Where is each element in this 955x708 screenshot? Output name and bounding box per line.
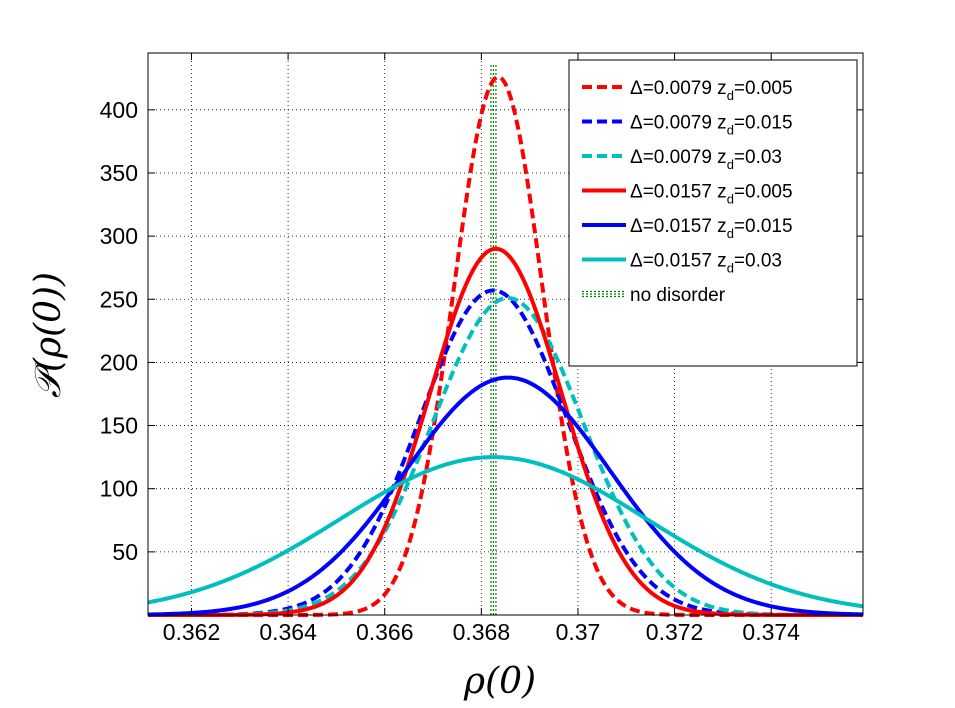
ticks: 0.362 0.364 0.366 0.368 0.37 0.372 0.374 50 100 1…	[100, 53, 863, 645]
legend-label-main: Δ=0.0079 z	[630, 78, 727, 99]
series-line	[147, 288, 864, 617]
y-tick-label: 150	[100, 413, 138, 439]
legend-label: Δ=0.0079 zd=0.005	[630, 78, 793, 103]
legend-label-subscript: d	[727, 261, 734, 276]
legend-box	[568, 59, 858, 367]
legend-label: no disorder	[630, 285, 726, 306]
legend-label-main: Δ=0.0157 z	[630, 216, 727, 237]
legend-label-subscript: d	[727, 157, 734, 172]
y-tick-label: 300	[100, 223, 138, 249]
legend-label-tail: =0.03	[734, 251, 782, 272]
x-tick-label: 0.362	[163, 619, 221, 645]
legend-label-subscript: d	[727, 123, 734, 138]
x-tick-label: 0.372	[646, 619, 704, 645]
legend-label: Δ=0.0079 zd=0.015	[630, 113, 793, 138]
y-tick-label: 200	[100, 349, 138, 375]
legend-label-main: Δ=0.0079 z	[630, 147, 727, 168]
legend-label-main: Δ=0.0079 z	[630, 113, 727, 134]
legend-label-tail: =0.03	[734, 147, 782, 168]
y-tick-label: 50	[112, 539, 138, 565]
x-tick-label: 0.364	[259, 619, 317, 645]
legend-label-subscript: d	[727, 226, 734, 241]
y-tick-label: 400	[100, 97, 138, 123]
x-tick-label: 0.366	[356, 619, 414, 645]
legend-label: Δ=0.0079 zd=0.03	[630, 147, 782, 172]
series-line	[147, 375, 864, 617]
x-tick-label: 0.368	[453, 619, 511, 645]
legend-label-tail: =0.015	[734, 113, 793, 134]
legend-label-tail: =0.005	[734, 182, 793, 203]
x-tick-label: 0.374	[742, 619, 800, 645]
legend-label-tail: =0.005	[734, 78, 793, 99]
legend-label: Δ=0.0157 zd=0.005	[630, 182, 793, 207]
y-axis-title: 𝒫(ρ(0))	[28, 272, 69, 398]
legend-label-subscript: d	[727, 88, 734, 103]
y-tick-label: 100	[100, 476, 138, 502]
legend-label-tail: =0.015	[734, 216, 793, 237]
y-tick-label: 350	[100, 160, 138, 186]
legend-label-main: Δ=0.0157 z	[630, 251, 727, 272]
legend-label-main: Δ=0.0157 z	[630, 182, 727, 203]
x-tick-label: 0.37	[556, 619, 601, 645]
x-axis-title: ρ(0)	[463, 661, 536, 702]
legend-label-subscript: d	[727, 192, 734, 207]
series-line	[147, 455, 864, 609]
plot-frame	[147, 52, 864, 616]
y-tick-label: 250	[100, 286, 138, 312]
legend-label: Δ=0.0157 zd=0.03	[630, 251, 782, 276]
legend-label: Δ=0.0157 zd=0.015	[630, 216, 793, 241]
